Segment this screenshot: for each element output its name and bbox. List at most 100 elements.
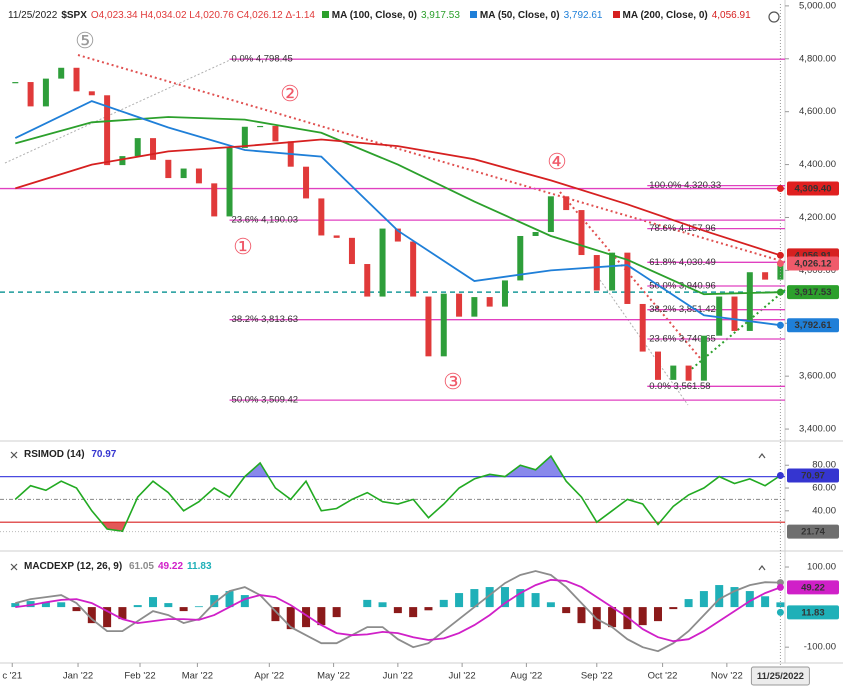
fib-label: 23.6% 3,740.65 xyxy=(649,333,716,344)
fib-label: 38.2% 3,851.42 xyxy=(649,304,716,315)
value-box-label: 11.83 xyxy=(801,607,824,618)
overbought-fill xyxy=(244,456,781,477)
value-box xyxy=(787,256,839,271)
x-tick-label: Mar '22 xyxy=(182,671,213,682)
candle xyxy=(501,280,508,307)
histogram-bar xyxy=(164,603,173,608)
candle xyxy=(731,296,738,331)
candle xyxy=(73,67,80,92)
date-box-label: 11/25/2022 xyxy=(757,671,804,682)
histogram-bar xyxy=(577,607,586,624)
fib-label: 50.0% 3,509.42 xyxy=(232,395,299,406)
candle xyxy=(440,293,447,357)
candle xyxy=(624,252,631,304)
histogram-bar xyxy=(424,607,433,611)
value-box xyxy=(787,181,839,196)
last-dot xyxy=(776,259,784,267)
plot-area: 0.0% 4,798.45 23.6% 4,190.03 38.2% 3,813.6… xyxy=(0,54,785,406)
candle xyxy=(394,228,401,242)
histogram-bar xyxy=(179,607,188,612)
histogram-bar xyxy=(638,607,647,626)
x-tick-label: Jun '22 xyxy=(383,671,413,682)
candle xyxy=(654,351,661,380)
value-box-label: 4,056.91 xyxy=(795,250,833,261)
candle xyxy=(211,183,218,217)
legend-value: 3,792.61 xyxy=(563,10,603,21)
histogram-bar xyxy=(562,607,571,614)
fib-label: 38.2% 3,813.63 xyxy=(232,314,299,325)
candle xyxy=(119,156,126,166)
y-tick-label: 100.00 xyxy=(807,562,836,573)
x-tick-label: Sep '22 xyxy=(581,671,613,682)
histogram-bar xyxy=(41,601,50,608)
candle xyxy=(593,255,600,291)
y-tick-label: 4,200.00 xyxy=(799,212,836,223)
legend-value: 3,917.53 xyxy=(420,10,460,21)
histogram-bar xyxy=(761,596,770,608)
candle xyxy=(471,297,478,317)
histogram-bar xyxy=(531,593,540,608)
last-dot xyxy=(776,251,784,259)
candle xyxy=(195,168,202,184)
histogram-bar xyxy=(286,607,295,630)
x-tick-label: May '22 xyxy=(317,671,350,682)
last-dot xyxy=(776,321,784,329)
candle xyxy=(241,126,248,148)
legend-swatch xyxy=(469,11,477,18)
indicator-value: 70.97 xyxy=(91,449,117,460)
value-box-label: 3,792.61 xyxy=(795,320,833,331)
macd-header: MACDEXP (12, 26, 9) 61.05 49.22 11.83 xyxy=(24,561,216,572)
fib-label: 61.8% 4,030.49 xyxy=(649,257,716,268)
histogram-bar xyxy=(393,607,402,614)
histogram-bar xyxy=(378,602,387,608)
y-tick-label: 40.00 xyxy=(812,505,836,516)
candle xyxy=(532,232,539,236)
indicator-title: MACDEXP (12, 26, 9) xyxy=(24,561,123,572)
legend-name: MA (200, Close, 0) xyxy=(622,10,708,21)
candle xyxy=(639,303,646,352)
value-box-label: 4,309.40 xyxy=(795,184,832,195)
ma-line xyxy=(14,100,781,327)
fib-label: 0.0% 3,561.58 xyxy=(649,381,710,392)
fib-label: 0.0% 4,798.45 xyxy=(232,54,293,65)
wave-label: ④ xyxy=(547,149,567,174)
value-box-label: 70.97 xyxy=(801,471,825,482)
x-tick-label: Nov '22 xyxy=(711,671,743,682)
candle xyxy=(180,168,187,179)
main-header: 11/25/2022 $SPX O4,023.34 H4,034.02 L4,020… xyxy=(8,10,761,21)
symbol: $SPX xyxy=(61,10,87,21)
histogram-bar xyxy=(409,607,418,618)
candle xyxy=(42,78,49,107)
candle xyxy=(104,95,111,166)
candle xyxy=(134,138,141,157)
candle xyxy=(272,125,279,142)
histogram-bar xyxy=(455,593,464,608)
histogram-bar xyxy=(194,606,203,608)
macd-line xyxy=(15,578,781,643)
histogram-bar xyxy=(87,607,96,624)
value-box-label: 49.22 xyxy=(801,582,825,593)
last-dot xyxy=(776,185,784,193)
legend-value: 4,056.91 xyxy=(711,10,751,21)
x-tick-label: Feb '22 xyxy=(124,671,155,682)
wave-label: ① xyxy=(233,234,253,259)
candle xyxy=(547,196,554,233)
histogram-bar xyxy=(684,599,693,608)
macd-line xyxy=(15,570,781,653)
value-box xyxy=(787,524,839,539)
value-box-label: 21.74 xyxy=(801,527,825,538)
collapse-icon[interactable] xyxy=(758,11,780,571)
close-icon[interactable] xyxy=(10,451,18,571)
candle xyxy=(165,159,172,179)
last-dot xyxy=(776,472,784,480)
indicator-title: RSIMOD (14) xyxy=(24,449,85,460)
y-tick-label: 3,600.00 xyxy=(799,371,836,382)
y-tick-label: 80.00 xyxy=(812,460,836,471)
trend-line xyxy=(4,59,231,164)
candle xyxy=(456,293,463,317)
indicator-value: 49.22 xyxy=(158,561,184,572)
candle xyxy=(88,91,95,96)
histogram-bar xyxy=(271,607,280,622)
